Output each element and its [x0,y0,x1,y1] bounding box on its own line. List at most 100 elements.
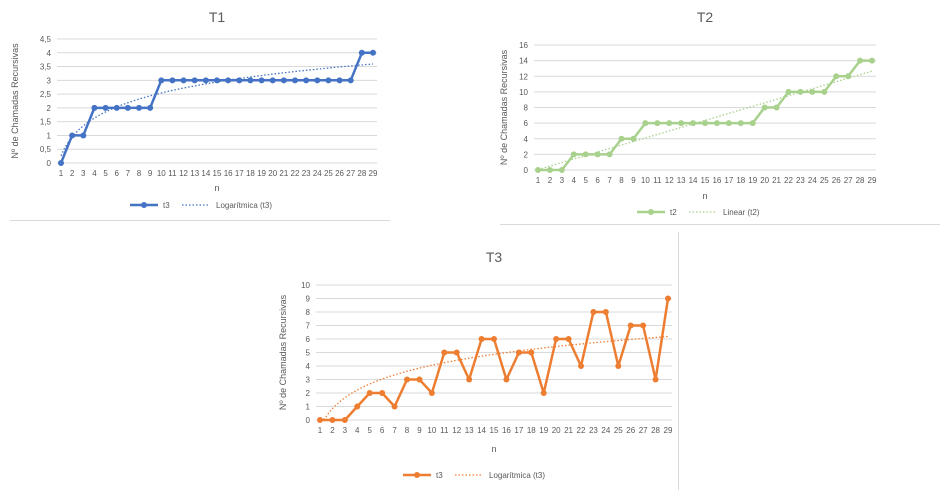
y-tick-label: 0,5 [40,145,52,154]
x-tick-label: 28 [357,169,366,178]
data-point [737,120,744,127]
x-tick-label: 21 [564,426,573,435]
data-point [666,120,673,127]
data-point [642,120,649,127]
x-tick-label: 4 [355,426,360,435]
x-tick-label: 12 [452,426,461,435]
data-point [336,77,343,84]
x-tick-label: 25 [614,426,623,435]
data-point [453,349,460,356]
data-point [570,151,577,158]
y-tick-label: 0 [47,159,52,168]
x-tick-label: 8 [137,169,142,178]
y-tick-label: 6 [524,119,529,128]
data-point [797,88,804,95]
x-tick-label: 14 [689,176,698,185]
x-axis-label: n [702,191,707,201]
data-point [535,167,541,173]
x-tick-label: 19 [257,169,266,178]
x-tick-label: 4 [572,176,577,185]
x-tick-label: 15 [701,176,710,185]
legend-trendline-label: Logarítmica (t3) [216,201,272,210]
x-tick-label: 13 [190,169,199,178]
x-tick-label: 29 [664,426,673,435]
data-point [280,77,287,84]
data-point [466,376,473,383]
data-point [857,57,864,64]
data-point [590,309,597,315]
data-point [416,376,423,383]
x-tick-label: 15 [490,426,499,435]
x-tick-label: 9 [148,169,153,178]
y-tick-label: 2 [306,389,311,398]
x-tick-label: 13 [677,176,686,185]
x-tick-label: 18 [246,169,255,178]
data-point [540,390,547,396]
x-tick-label: 26 [335,169,344,178]
x-tick-label: 8 [619,176,624,185]
x-tick-label: 11 [440,426,449,435]
x-tick-label: 20 [760,176,769,185]
data-point [236,77,243,84]
x-tick-label: 23 [589,426,598,435]
data-point [546,167,553,173]
x-tick-label: 19 [748,176,757,185]
data-point [347,77,354,84]
data-point [69,132,76,139]
data-point [690,120,697,127]
data-point [594,151,601,158]
data-point [478,336,485,342]
x-tick-label: 3 [343,426,348,435]
x-tick-label: 2 [330,426,335,435]
y-tick-label: 7 [306,322,311,331]
data-point [869,57,875,64]
x-tick-label: 23 [796,176,805,185]
y-axis-label: Nº de Chamadas Recursivas [278,294,288,410]
data-point [391,403,398,410]
y-tick-label: 3 [47,76,52,85]
y-tick-label: 8 [306,308,311,317]
data-point [565,336,572,342]
x-tick-label: 28 [856,176,865,185]
data-point [102,104,109,111]
y-axis-label: Nº de Chamadas Recursivas [10,43,20,159]
data-point [640,322,647,329]
y-tick-label: 10 [301,281,310,290]
chart-title: T3 [486,249,503,265]
x-tick-label: 18 [736,176,745,185]
x-tick-label: 24 [601,426,610,435]
x-tick-label: 5 [103,169,108,178]
data-point [652,376,659,383]
data-point [515,349,522,356]
y-tick-label: 2 [524,150,529,159]
legend-series-label: t3 [436,471,443,480]
data-point [428,390,435,396]
chart-title: T1 [209,9,226,25]
x-tick-label: 10 [641,176,650,185]
x-tick-label: 3 [81,169,86,178]
data-point [749,120,756,127]
data-point [809,88,816,95]
data-point [606,151,613,158]
x-tick-label: 6 [595,176,600,185]
x-tick-label: 28 [651,426,660,435]
data-point [578,363,584,369]
x-tick-label: 12 [179,169,188,178]
data-point [785,88,792,95]
data-point [113,104,120,111]
data-point [821,88,828,95]
x-tick-label: 3 [560,176,565,185]
divider-left [10,220,390,221]
data-point [725,120,732,127]
x-tick-label: 22 [291,169,300,178]
y-tick-label: 4 [524,135,529,144]
x-tick-label: 7 [607,176,612,185]
x-tick-label: 6 [114,169,119,178]
x-tick-label: 24 [808,176,817,185]
data-point [225,77,232,84]
data-point [292,77,298,84]
y-tick-label: 0 [524,166,529,175]
data-point [341,417,348,423]
